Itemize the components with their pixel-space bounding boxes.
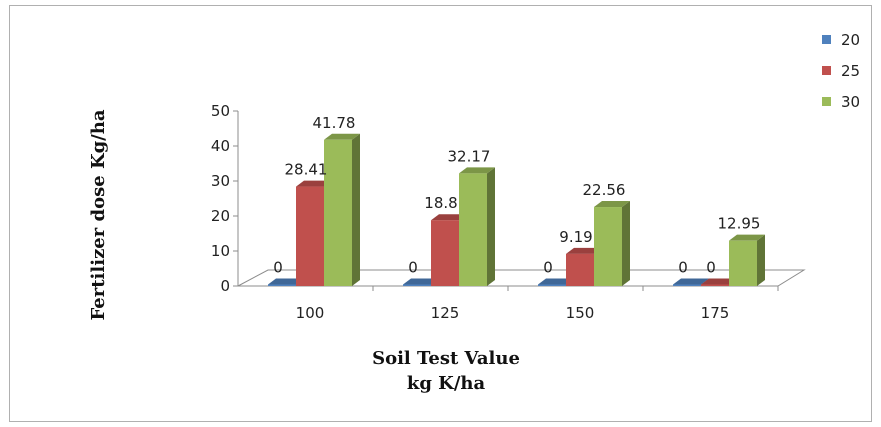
y-tick-label: 30 — [211, 172, 230, 190]
legend-label: 25 — [841, 62, 860, 80]
bar — [729, 234, 765, 286]
legend-label: 30 — [841, 93, 860, 111]
bar-side — [487, 167, 495, 286]
x-axis-title-line2: kg K/ha — [407, 373, 486, 394]
bar-front — [431, 220, 459, 286]
data-label: 32.17 — [448, 147, 491, 165]
y-tick-label: 40 — [211, 137, 230, 155]
y-tick-label: 50 — [211, 102, 230, 120]
chart-border — [9, 5, 872, 422]
data-label: 22.56 — [583, 181, 626, 199]
bar-top — [296, 180, 332, 187]
bar-top — [594, 201, 630, 208]
bar-side — [757, 234, 765, 286]
bar-top — [701, 278, 737, 285]
bar-top — [729, 234, 765, 241]
legend-swatch — [822, 66, 831, 75]
y-axis-title: Fertilizer dose Kg/ha — [88, 109, 109, 320]
y-tick-label: 10 — [211, 242, 230, 260]
bar-front — [673, 284, 701, 286]
y-axis: 0 10 20 30 40 50 — [211, 102, 239, 295]
data-label: 0 — [273, 259, 283, 277]
x-tick-label: 175 — [701, 304, 730, 322]
x-tick-label: 100 — [296, 304, 325, 322]
data-label: 9.19 — [559, 228, 592, 246]
bar-front — [324, 139, 352, 286]
bar-front — [296, 186, 324, 286]
data-label: 41.78 — [313, 114, 356, 132]
legend-label: 20 — [841, 31, 860, 49]
bar-front — [729, 240, 757, 286]
bar-front — [268, 284, 296, 286]
bar-top — [431, 214, 467, 221]
data-label: 28.41 — [285, 161, 328, 179]
x-axis-title-line1: Soil Test Value — [372, 348, 520, 369]
bar-front — [538, 284, 566, 286]
bar-front — [594, 207, 622, 286]
bar-top — [324, 133, 360, 140]
bar-top — [268, 278, 304, 285]
y-tick-label: 0 — [220, 277, 230, 295]
bar-top — [538, 278, 574, 285]
data-label: 0 — [408, 259, 418, 277]
bar-top — [673, 278, 709, 285]
x-tick-label: 150 — [566, 304, 595, 322]
bar-front — [566, 253, 594, 286]
bar-front — [403, 284, 431, 286]
data-label: 0 — [706, 259, 716, 277]
bar — [594, 201, 630, 286]
data-label: 18.8 — [424, 194, 457, 212]
legend-swatch — [822, 97, 831, 106]
bar — [459, 167, 495, 286]
x-tick-label: 125 — [431, 304, 460, 322]
bars — [268, 133, 765, 286]
bar-front — [459, 173, 487, 286]
bar-top — [459, 167, 495, 174]
y-tick-label: 20 — [211, 207, 230, 225]
bar-side — [622, 201, 630, 286]
data-label: 12.95 — [718, 215, 761, 233]
bar-top — [566, 247, 602, 254]
bar — [324, 133, 360, 286]
data-label: 0 — [678, 259, 688, 277]
bar-top — [403, 278, 439, 285]
legend-swatch — [822, 35, 831, 44]
legend: 20 25 30 — [822, 31, 860, 111]
bar-front — [701, 284, 729, 286]
bar-side — [352, 133, 360, 286]
data-label: 0 — [543, 259, 553, 277]
